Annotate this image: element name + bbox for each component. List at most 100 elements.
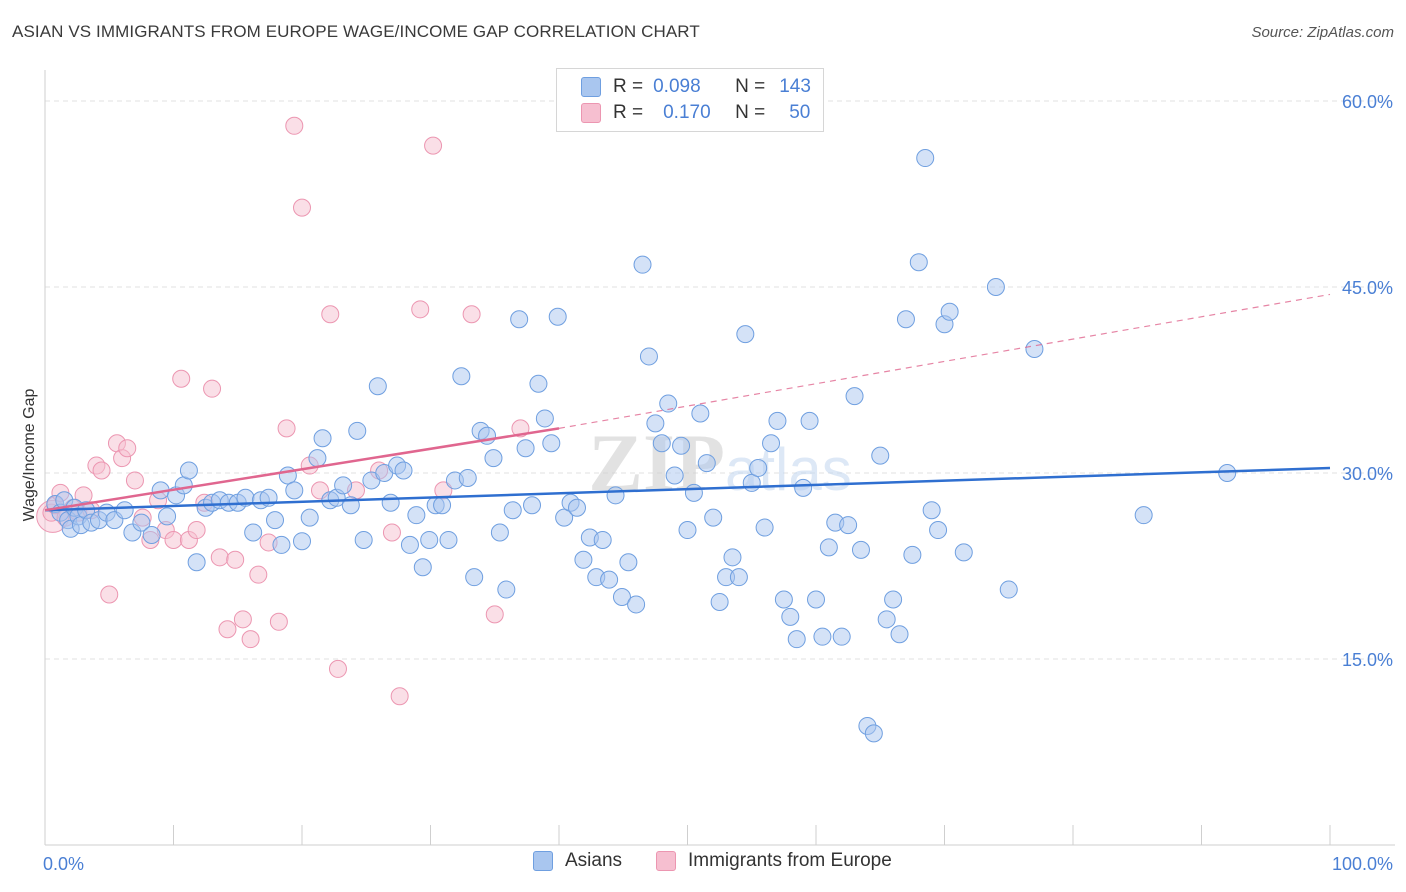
- legend-label-asians: Asians: [565, 850, 623, 871]
- data-point-asian: [484, 449, 503, 468]
- data-point-asian: [535, 409, 554, 428]
- data-point-asian: [787, 630, 806, 649]
- data-point-europe: [164, 530, 183, 549]
- data-point-asian: [490, 523, 509, 542]
- data-point-asian: [433, 496, 452, 515]
- data-point-asian: [736, 325, 755, 344]
- data-point-asian: [652, 434, 671, 453]
- source-label: Source: ZipAtlas.com: [1251, 24, 1394, 41]
- data-point-asian: [845, 387, 864, 406]
- europe-series: [36, 116, 530, 706]
- r-label: R =: [613, 76, 644, 97]
- data-point-europe: [92, 461, 111, 480]
- data-point-asian: [768, 411, 787, 430]
- data-point-asian: [285, 481, 304, 500]
- data-point-asian: [497, 580, 516, 599]
- data-point-asian: [659, 394, 678, 413]
- watermark-atlas: atlas: [725, 436, 852, 503]
- data-point-asian: [839, 516, 858, 535]
- y-axis-label: Wage/Income Gap: [21, 388, 38, 522]
- data-point-asian: [368, 377, 387, 396]
- data-point-asian: [954, 543, 973, 562]
- data-point-asian: [697, 454, 716, 473]
- data-point-europe: [172, 369, 191, 388]
- data-point-asian: [729, 568, 748, 587]
- axes: [44, 70, 1395, 846]
- data-point-asian: [896, 310, 915, 329]
- data-point-asian: [1218, 464, 1237, 482]
- data-point-europe: [233, 610, 252, 629]
- data-point-europe: [118, 439, 137, 458]
- data-point-asian: [158, 507, 177, 526]
- data-point-asian: [439, 530, 458, 549]
- data-point-europe: [210, 548, 229, 567]
- data-point-asian: [606, 486, 625, 505]
- data-point-asian: [704, 508, 723, 527]
- data-point-asian: [940, 302, 959, 321]
- data-point-asian: [187, 553, 206, 572]
- data-point-asian: [986, 278, 1005, 296]
- data-point-asian: [633, 255, 652, 274]
- data-point-asian: [749, 459, 768, 478]
- data-point-asian: [929, 521, 948, 540]
- trend-line-asian: [44, 466, 1331, 512]
- data-point-asian: [864, 724, 883, 743]
- data-point-asian: [308, 449, 327, 468]
- data-point-asian: [999, 580, 1018, 599]
- data-point-asian: [819, 538, 838, 557]
- data-point-asian: [510, 310, 529, 329]
- data-point-asian: [1134, 506, 1153, 525]
- stats-legend: R = 0.098 N = 143 R = 0.170 N = 50: [556, 68, 824, 132]
- n-value: 50: [789, 102, 811, 123]
- data-point-asian: [794, 478, 813, 497]
- asian-series: [46, 149, 1237, 743]
- data-point-europe: [390, 687, 409, 706]
- legend-row-asians: R = 0.098 N = 143: [581, 75, 811, 99]
- data-point-asian: [593, 530, 612, 549]
- chart-title: ASIAN VS IMMIGRANTS FROM EUROPE WAGE/INC…: [12, 22, 700, 41]
- data-point-europe: [485, 605, 504, 624]
- n-label: N =: [735, 102, 766, 123]
- data-point-asian: [142, 526, 161, 544]
- data-point-asian: [600, 570, 619, 589]
- data-point-asian: [807, 590, 825, 609]
- data-point-asian: [516, 439, 535, 458]
- data-point-asian: [244, 523, 263, 542]
- data-point-asian: [755, 518, 774, 537]
- data-point-asian: [774, 590, 793, 609]
- data-point-asian: [293, 532, 311, 551]
- data-point-asian: [723, 548, 742, 567]
- data-point-asian: [348, 421, 367, 440]
- r-value: 0.170: [663, 102, 711, 123]
- data-point-europe: [203, 379, 222, 398]
- data-point-asian: [619, 553, 638, 572]
- data-point-asian: [871, 446, 890, 465]
- y-tick-label: 30.0%: [1342, 464, 1393, 484]
- data-point-asian: [313, 429, 332, 448]
- data-point-asian: [574, 550, 593, 569]
- n-value: 143: [779, 76, 811, 97]
- legend-item-europe[interactable]: Immigrants from Europe: [656, 850, 892, 872]
- legend-item-asians[interactable]: Asians: [533, 850, 622, 872]
- data-point-asian: [266, 511, 285, 530]
- data-point-asian: [922, 501, 941, 520]
- watermark: ZIPatlas: [588, 417, 851, 508]
- data-point-asian: [334, 476, 353, 495]
- tick-labels: 15.0% 30.0% 45.0% 60.0% 0.0% 100.0%: [43, 92, 1393, 874]
- data-point-europe: [293, 198, 311, 217]
- data-point-asian: [890, 625, 909, 644]
- data-point-asian: [832, 627, 851, 646]
- data-point-asian: [542, 434, 561, 453]
- data-point-asian: [394, 461, 413, 480]
- data-point-asian: [503, 501, 522, 520]
- data-point-asian: [627, 595, 646, 614]
- trend-extension-europe: [558, 293, 1331, 429]
- data-point-asian: [909, 253, 928, 272]
- data-point-asian: [420, 530, 439, 549]
- data-point-asian: [851, 540, 870, 559]
- n-label: N =: [735, 76, 766, 97]
- europe-swatch: [656, 851, 676, 871]
- y-tick-label: 15.0%: [1342, 650, 1393, 670]
- data-point-asian: [132, 513, 151, 532]
